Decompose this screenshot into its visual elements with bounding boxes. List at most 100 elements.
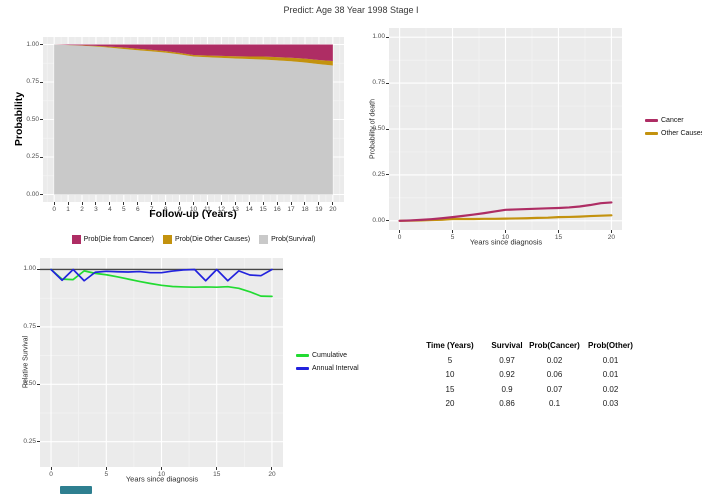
page-title: Predict: Age 38 Year 1998 Stage I bbox=[283, 5, 419, 15]
x-tick-mark bbox=[234, 202, 236, 205]
legend-item: Cancer bbox=[645, 117, 702, 124]
diagnosis-years-x-axis-label: Years since diagnosis bbox=[469, 237, 543, 247]
relative-survival-plot bbox=[40, 258, 283, 467]
summary-table: Time (Years) Survival Prob(Cancer) Prob(Oth… bbox=[413, 339, 639, 412]
x-tick-mark bbox=[271, 467, 273, 470]
x-tick-label: 16 bbox=[273, 205, 281, 213]
stacked-area-legend: Prob(Die from Cancer) Prob(Die Other Caus… bbox=[43, 235, 344, 244]
table-cell: 20 bbox=[445, 399, 455, 408]
x-tick-label: 15 bbox=[213, 470, 221, 478]
y-tick-label: 0.50 bbox=[23, 380, 36, 388]
x-tick-label: 17 bbox=[287, 205, 295, 213]
table-cell: 0.01 bbox=[602, 355, 619, 365]
teal-button-fragment[interactable] bbox=[60, 486, 92, 494]
y-tick-label: 0.25 bbox=[372, 170, 385, 178]
x-tick-label: 0 bbox=[52, 205, 56, 213]
legend-item: Annual Interval bbox=[296, 365, 359, 372]
table-cell: 0.1 bbox=[548, 399, 561, 408]
table-cell: 0.07 bbox=[546, 384, 563, 394]
x-tick-label: 10 bbox=[157, 470, 166, 478]
x-tick-label: 0 bbox=[397, 233, 402, 241]
x-tick-label: 0 bbox=[49, 470, 53, 478]
y-tick-mark bbox=[386, 128, 389, 130]
legend-swatch-line-icon bbox=[645, 119, 658, 122]
legend-swatch-line-icon bbox=[296, 354, 309, 357]
x-tick-mark bbox=[95, 202, 97, 205]
y-tick-mark bbox=[37, 326, 40, 328]
table-cell: 0.01 bbox=[602, 370, 619, 379]
y-tick-mark bbox=[37, 268, 40, 270]
x-tick-label: 3 bbox=[94, 205, 98, 213]
table-row: 20 0.86 0.1 0.03 bbox=[413, 397, 639, 412]
y-tick-mark bbox=[40, 119, 43, 120]
x-tick-mark bbox=[262, 202, 264, 205]
legend-swatch-line-icon bbox=[296, 367, 309, 370]
x-tick-mark bbox=[452, 230, 454, 233]
x-tick-mark bbox=[318, 202, 320, 205]
y-tick-mark bbox=[40, 44, 43, 45]
y-tick-label: 0.75 bbox=[372, 79, 385, 87]
x-tick-mark bbox=[505, 230, 506, 233]
table-cell: 10 bbox=[445, 370, 455, 379]
x-tick-mark bbox=[206, 202, 208, 205]
x-tick-label: 20 bbox=[607, 233, 616, 241]
y-tick-label: 0.50 bbox=[26, 115, 39, 123]
legend-label: Annual Interval bbox=[312, 365, 359, 372]
table-cell: 0.86 bbox=[499, 399, 515, 408]
x-tick-mark bbox=[220, 202, 222, 205]
x-tick-label: 1 bbox=[66, 205, 70, 213]
legend-item: Prob(Die Other Causes) bbox=[162, 235, 251, 244]
legend-item: Cumulative bbox=[296, 352, 359, 359]
legend-label: Prob(Die Other Causes) bbox=[174, 236, 251, 243]
table-header-cell: Prob(Cancer) bbox=[529, 341, 580, 350]
y-tick-label: 0.75 bbox=[23, 322, 36, 330]
x-tick-label: 12 bbox=[217, 205, 225, 213]
x-tick-label: 15 bbox=[554, 233, 563, 241]
y-tick-mark bbox=[37, 383, 40, 385]
legend-item: Prob(Survival) bbox=[259, 235, 315, 244]
table-cell: 0.03 bbox=[602, 399, 619, 408]
legend-label: Prob(Survival) bbox=[271, 236, 316, 243]
x-tick-mark bbox=[216, 467, 218, 470]
y-tick-label: 1.00 bbox=[372, 33, 385, 41]
legend-label: Cancer bbox=[661, 117, 684, 124]
y-tick-label: 0.00 bbox=[372, 216, 385, 224]
y-tick-label: 0.25 bbox=[26, 153, 39, 160]
x-tick-mark bbox=[399, 230, 401, 233]
y-tick-label: 0.50 bbox=[372, 125, 385, 132]
legend-label: Other Causes bbox=[661, 130, 702, 137]
x-tick-label: 11 bbox=[204, 205, 211, 213]
x-tick-mark bbox=[151, 202, 153, 205]
y-tick-mark bbox=[40, 156, 43, 158]
y-tick-label: 0.25 bbox=[23, 437, 36, 445]
x-tick-mark bbox=[304, 202, 306, 205]
y-tick-mark bbox=[386, 36, 389, 38]
y-tick-label: 1.00 bbox=[26, 40, 39, 48]
y-tick-mark bbox=[386, 174, 389, 176]
x-tick-mark bbox=[193, 202, 194, 205]
x-tick-label: 7 bbox=[149, 205, 154, 213]
table-cell: 5 bbox=[447, 355, 453, 365]
x-tick-mark bbox=[53, 202, 55, 205]
x-tick-mark bbox=[332, 202, 334, 205]
table-header-cell: Prob(Other) bbox=[588, 341, 633, 350]
x-tick-mark bbox=[109, 202, 111, 205]
legend-item: Other Causes bbox=[645, 130, 702, 137]
x-tick-mark bbox=[179, 202, 181, 205]
x-tick-mark bbox=[610, 230, 612, 233]
legend-swatch-square-icon bbox=[162, 235, 172, 244]
death-probability-plot bbox=[389, 28, 622, 230]
table-cell: 0.9 bbox=[501, 384, 513, 394]
legend-item: Prob(Die from Cancer) bbox=[71, 235, 154, 244]
x-tick-mark bbox=[105, 467, 107, 470]
table-cell: 0.97 bbox=[499, 355, 515, 365]
x-tick-label: 5 bbox=[122, 205, 126, 213]
table-header-row: Time (Years) Survival Prob(Cancer) Prob(Oth… bbox=[413, 339, 639, 354]
y-tick-label: 0.75 bbox=[26, 78, 39, 85]
table-row: 10 0.92 0.06 0.01 bbox=[413, 368, 639, 383]
y-tick-label: 0.00 bbox=[26, 190, 39, 198]
x-tick-label: 2 bbox=[80, 205, 84, 213]
table-cell: 15 bbox=[445, 384, 455, 394]
x-tick-label: 8 bbox=[163, 205, 168, 213]
